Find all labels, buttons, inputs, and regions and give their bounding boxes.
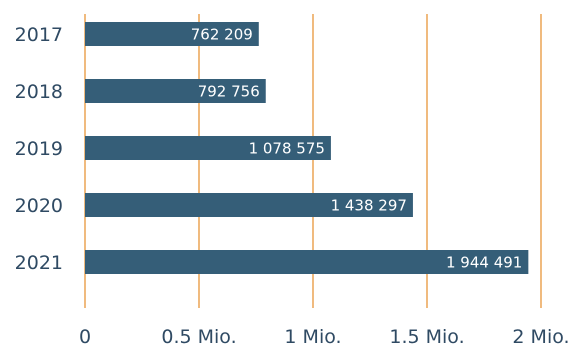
bar-value-label: 1 438 297	[331, 197, 407, 215]
x-tick-labels: 0 0.5 Mio. 1 Mio. 1.5 Mio. 2 Mio.	[79, 326, 570, 345]
bar	[85, 193, 413, 217]
x-tick-label: 0.5 Mio.	[161, 326, 236, 345]
bars: 762 209 792 756 1 078 575 1 438 297 1 944 49…	[85, 22, 529, 274]
x-tick-label: 1.5 Mio.	[389, 326, 464, 345]
bar	[85, 22, 259, 46]
x-tick-label: 2 Mio.	[512, 326, 569, 345]
category-label: 2020	[15, 195, 63, 217]
bar-value-label: 762 209	[191, 26, 253, 44]
x-tick-label: 1 Mio.	[284, 326, 341, 345]
bar-value-label: 1 944 491	[446, 254, 522, 272]
category-label: 2021	[15, 252, 63, 274]
category-labels: 2017 2018 2019 2020 2021	[15, 24, 63, 274]
bar-value-label: 792 756	[198, 83, 260, 101]
category-label: 2018	[15, 81, 63, 103]
category-label: 2017	[15, 24, 63, 46]
x-tick-label: 0	[79, 326, 91, 345]
bar	[85, 136, 331, 160]
bar	[85, 250, 529, 274]
category-label: 2019	[15, 138, 63, 160]
bar	[85, 79, 266, 103]
bar-value-label: 1 078 575	[249, 140, 325, 158]
